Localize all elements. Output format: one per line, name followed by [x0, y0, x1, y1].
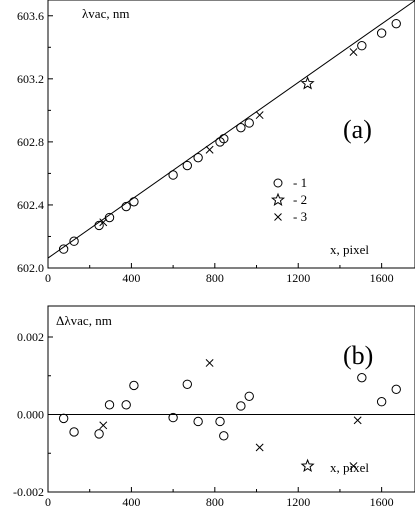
fit-line	[47, 0, 415, 259]
data-point-circle	[193, 416, 203, 427]
panel-tag-b: (b)	[343, 341, 373, 370]
ylabel-b: Δλvac, nm	[56, 313, 112, 328]
y-tick-label: 0.002	[17, 330, 44, 344]
data-point-circle	[357, 372, 367, 383]
x-tick-label: 1600	[370, 271, 394, 285]
x-tick-label: 1600	[370, 495, 394, 509]
data-point-circle	[121, 400, 131, 410]
legend: - 1 - 2 - 3	[270, 175, 307, 224]
data-point-circle	[182, 160, 192, 171]
data-point-circle	[193, 152, 203, 163]
legend-label-1: - 1	[293, 175, 307, 190]
data-point-star	[300, 458, 315, 472]
data-point-circle	[129, 380, 139, 391]
data-point-circle	[215, 416, 225, 427]
x-tick-label: 1200	[286, 495, 310, 509]
data-point-circle	[94, 429, 104, 439]
y-tick-label: 603.6	[17, 9, 44, 23]
ticks-a: 0 400 800 1200 1600 602.0 602.4 602.8 603.2 603.6	[17, 9, 394, 285]
legend-label-2: - 2	[293, 192, 307, 207]
fit-line-group	[47, 0, 415, 259]
data-point-circle	[219, 134, 229, 144]
legend-label-3: - 3	[293, 209, 307, 224]
y-tick-label: -0.002	[13, 485, 44, 499]
data-point-x	[99, 421, 108, 430]
data-point-circle	[104, 212, 115, 223]
data-point-circle	[58, 244, 69, 254]
data-point-circle	[94, 220, 104, 231]
data-point-circle	[69, 236, 79, 246]
data-point-x	[349, 48, 358, 56]
data-point-x	[353, 416, 362, 425]
panel-tag-a: (a)	[343, 115, 372, 144]
data-point-circle	[391, 18, 401, 29]
x-tick-label: 0	[45, 495, 51, 509]
data-point-x	[99, 218, 108, 227]
data-point-circle	[69, 427, 79, 437]
data-point-circle	[182, 379, 192, 389]
data-point-circle	[391, 384, 401, 395]
data-point-circle	[168, 412, 178, 423]
ylabel-a: λvac, nm	[82, 6, 129, 21]
data-point-circle	[376, 28, 387, 38]
data-point-circle	[236, 122, 246, 133]
x-tick-label: 0	[45, 271, 51, 285]
data-point-circle	[58, 413, 69, 424]
x-tick-label: 1200	[286, 271, 310, 285]
data-point-star	[300, 76, 315, 90]
plot-frame-b	[47, 305, 415, 493]
panel-a: λvac, nm x, pixel (a) 0 400 800 1200 1600 602…	[17, 0, 415, 285]
data-point-x	[205, 145, 214, 154]
data-point-circle	[244, 391, 254, 401]
y-tick-label: 602.0	[17, 261, 44, 275]
marks-b	[58, 359, 401, 472]
data-point-circle	[357, 41, 367, 51]
data-point-x	[255, 111, 264, 120]
data-point-circle	[168, 170, 178, 180]
data-point-circle	[376, 397, 387, 407]
y-tick-label: 603.2	[17, 72, 44, 86]
data-point-x	[255, 443, 264, 452]
data-point-x	[205, 359, 214, 367]
data-point-circle	[129, 197, 139, 207]
plot-frame-a	[47, 0, 415, 269]
data-point-circle	[104, 400, 115, 410]
legend-star-marker	[270, 192, 286, 206]
marks-a	[58, 18, 401, 254]
legend-circle-marker	[273, 178, 283, 188]
xlabel-a: x, pixel	[330, 242, 369, 257]
x-tick-label: 400	[122, 271, 140, 285]
y-tick-label: 0.000	[17, 408, 44, 422]
data-point-circle	[219, 431, 229, 441]
x-tick-label: 800	[206, 495, 224, 509]
y-tick-label: 602.4	[17, 198, 44, 212]
x-tick-label: 400	[122, 495, 140, 509]
panel-b: Δλvac, nm x, pixel (b) 0 400 800 1200 1600 -0…	[13, 305, 415, 509]
data-point-circle	[244, 118, 254, 128]
data-point-circle	[236, 401, 246, 411]
data-point-x	[349, 462, 358, 470]
xlabel-b: x, pixel	[330, 460, 369, 475]
ticks-b: 0 400 800 1200 1600 -0.002 0.000 0.002	[13, 330, 394, 509]
data-point-circle	[121, 201, 131, 212]
x-tick-label: 800	[206, 271, 224, 285]
y-tick-label: 602.8	[17, 135, 44, 149]
legend-x-marker	[274, 213, 282, 221]
